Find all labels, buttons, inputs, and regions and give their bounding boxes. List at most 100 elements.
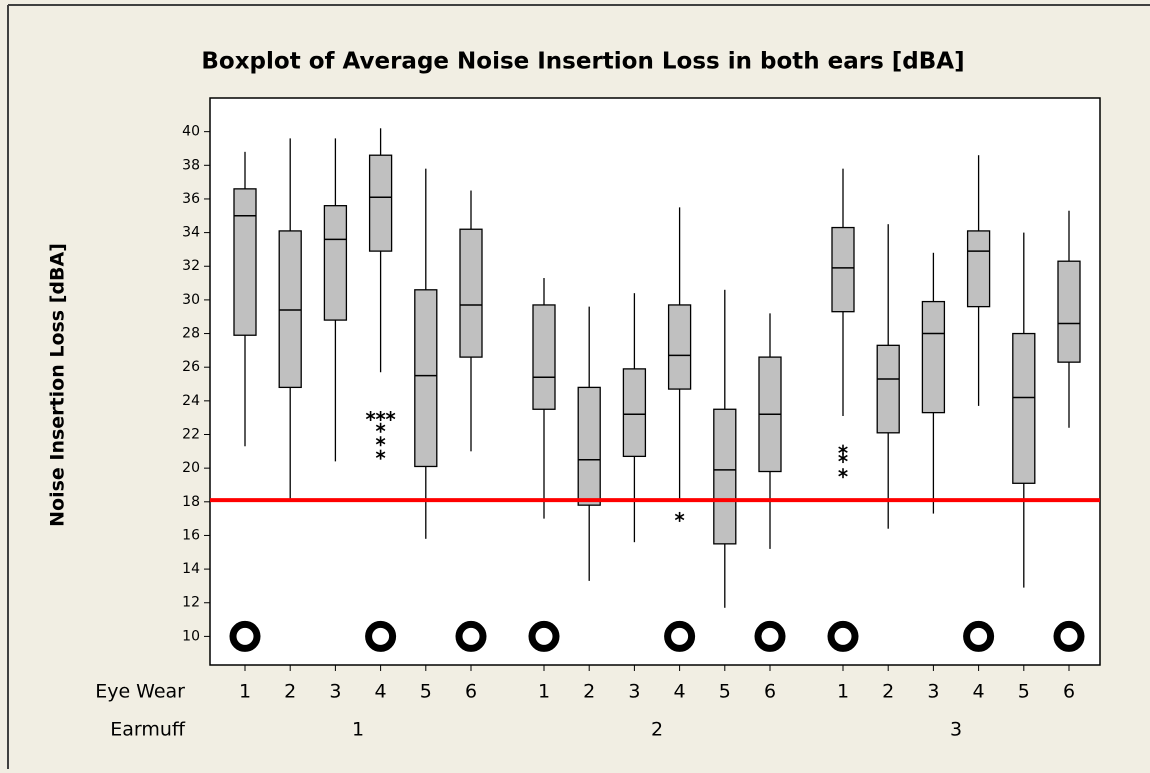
y-tick-label: 30: [182, 292, 200, 308]
box-plot: [577, 306, 601, 581]
box-plot: [414, 168, 438, 539]
box-plot: [622, 293, 647, 543]
x-tick-label: 1: [538, 681, 550, 703]
box-plot: [966, 155, 991, 406]
outlier-stroke: [375, 412, 386, 420]
outlier-stroke: [674, 513, 685, 521]
chart-title: Boxplot of Average Noise Insertion Loss …: [201, 49, 964, 75]
y-tick-label: 14: [182, 561, 200, 577]
y-tick-label: 20: [182, 460, 200, 476]
box: [713, 408, 737, 545]
plot-area: [209, 97, 1101, 666]
box-plot: [713, 289, 737, 608]
y-tick-label: 32: [182, 258, 200, 274]
outlier-stroke: [375, 451, 386, 458]
symbol: [365, 620, 397, 652]
y-tick-label: 26: [182, 359, 200, 375]
box-plot: [365, 128, 396, 460]
box: [831, 226, 855, 313]
x-tick-label: 6: [1063, 681, 1075, 703]
outlier: [375, 410, 386, 421]
y-axis-label: Noise Insertion Loss [dBA]: [47, 243, 69, 527]
outlier: [838, 468, 848, 479]
box-plot: [1057, 210, 1081, 428]
x-tick-label: 5: [719, 681, 731, 703]
y-tick-label: 34: [182, 225, 200, 241]
y-tick-label: 22: [182, 426, 200, 442]
box-plot: [667, 207, 692, 522]
y-tick-label: 38: [182, 157, 200, 173]
y-tick-label: 28: [182, 326, 200, 342]
box: [577, 386, 601, 506]
box: [622, 368, 647, 458]
x-tick-label: 2: [583, 681, 595, 703]
outlier-stroke: [838, 454, 848, 462]
box: [323, 205, 348, 321]
y-tick-label: 18: [182, 494, 200, 510]
box: [414, 289, 438, 468]
outlier-stroke: [365, 412, 376, 420]
x-tick-label: 6: [465, 681, 477, 703]
box: [233, 188, 257, 336]
outlier: [385, 410, 396, 421]
group-label: 2: [651, 719, 663, 741]
box: [921, 300, 946, 414]
group-label: 1: [352, 719, 364, 741]
box-plot: [233, 151, 257, 447]
box: [966, 230, 991, 308]
symbol: [963, 620, 995, 652]
symbol: [664, 620, 696, 652]
y-tick-label: 24: [182, 393, 200, 409]
outlier-stroke: [385, 412, 396, 420]
outlier: [674, 511, 685, 522]
outlier: [375, 436, 386, 447]
x-row-label: Earmuff: [110, 719, 186, 741]
x-tick-label: 5: [420, 681, 432, 703]
outlier-stroke: [375, 424, 386, 431]
symbol: [827, 620, 859, 652]
box-plot: [831, 168, 855, 479]
y-tick-label: 10: [182, 628, 200, 644]
x-tick-label: 4: [375, 681, 387, 703]
box-plot: [278, 138, 302, 499]
box: [532, 304, 556, 410]
y-tick-label: 36: [182, 191, 200, 207]
box-plot: [459, 190, 483, 452]
x-tick-label: 5: [1018, 681, 1030, 703]
box-plot: [758, 313, 782, 549]
box: [667, 304, 692, 390]
x-tick-label: 3: [927, 681, 939, 703]
x-tick-label: 1: [239, 681, 251, 703]
outlier: [365, 410, 376, 421]
box: [368, 154, 393, 252]
symbol: [1053, 620, 1085, 652]
x-row-label: Eye Wear: [95, 681, 185, 703]
box: [1057, 260, 1081, 363]
box: [1012, 332, 1036, 484]
x-tick-label: 6: [764, 681, 776, 703]
x-tick-label: 3: [329, 681, 341, 703]
box-plot: [323, 138, 348, 462]
box: [459, 228, 483, 358]
outlier: [375, 449, 386, 460]
box-plot: [876, 224, 900, 529]
x-tick-label: 1: [837, 681, 849, 703]
outlier: [838, 453, 848, 464]
symbol: [455, 620, 487, 652]
box: [876, 344, 900, 434]
x-tick-label: 4: [674, 681, 686, 703]
outlier-stroke: [838, 446, 848, 453]
outlier-stroke: [375, 438, 386, 445]
symbol: [528, 620, 560, 652]
outlier: [838, 444, 848, 455]
outlier: [375, 422, 386, 433]
x-tick-label: 2: [284, 681, 296, 703]
y-tick-label: 40: [182, 124, 200, 140]
symbol: [229, 620, 261, 652]
y-tick-label: 16: [182, 527, 200, 543]
symbol: [754, 620, 786, 652]
group-label: 3: [950, 719, 962, 741]
x-tick-label: 4: [973, 681, 985, 703]
y-tick-label: 12: [182, 595, 200, 611]
